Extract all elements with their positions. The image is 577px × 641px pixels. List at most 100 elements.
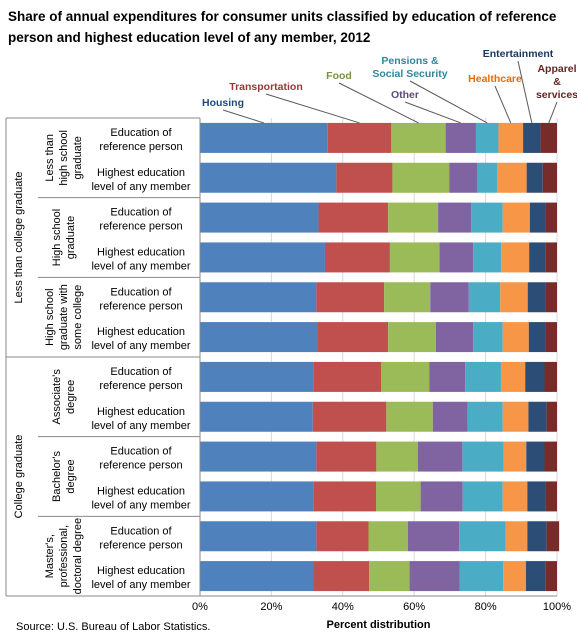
bar-segment-other — [432, 401, 468, 432]
row-label: Education of reference person — [99, 127, 182, 153]
bar-row — [200, 282, 557, 313]
bar-segment-apparel-services — [540, 122, 557, 153]
bar-segment-food — [369, 561, 410, 592]
bar-segment-transportation — [324, 242, 390, 273]
x-tick-label: 20% — [260, 601, 282, 613]
bar-segment-pensions-social-security — [471, 202, 503, 233]
bar-segment-other — [435, 322, 474, 353]
bar-segment-pensions-social-security — [465, 361, 501, 392]
bar-segment-pensions-social-security — [473, 242, 502, 273]
bar-segment-apparel-services — [545, 561, 557, 592]
bar-segment-pensions-social-security — [467, 401, 503, 432]
bar-segment-entertainment — [527, 521, 547, 552]
group-label: Less than high school graduate — [44, 130, 84, 186]
bar-segment-pensions-social-security — [462, 441, 504, 472]
bar-row — [200, 481, 557, 512]
bar-segment-entertainment — [523, 122, 541, 153]
bar-segment-entertainment — [525, 561, 546, 592]
bar-segment-healthcare — [502, 481, 528, 512]
bar-segment-apparel-services — [546, 521, 560, 552]
bar-segment-housing — [200, 242, 325, 273]
bar-segment-housing — [200, 561, 314, 592]
bar-segment-housing — [200, 162, 337, 193]
group-label: High school graduate — [51, 209, 77, 266]
x-tick-label: 80% — [475, 601, 497, 613]
row-label: Education of reference person — [99, 286, 182, 312]
legend-label: Apparel & services — [536, 63, 577, 101]
bar-segment-food — [376, 441, 418, 472]
bar-segment-housing — [200, 481, 314, 512]
x-axis-title: Percent distribution — [327, 619, 431, 631]
outer-group-label: College graduate — [13, 435, 25, 519]
bar-segment-housing — [200, 202, 319, 233]
bar-segment-food — [384, 282, 431, 313]
bar-segment-transportation — [316, 521, 369, 552]
bar-segment-transportation — [313, 561, 370, 592]
bar-segment-transportation — [312, 401, 387, 432]
x-tick-label: 100% — [543, 601, 571, 613]
bar-segment-healthcare — [502, 401, 529, 432]
row-label: Highest education level of any member — [91, 326, 190, 352]
bar-segment-pensions-social-security — [459, 521, 506, 552]
bar-row — [200, 401, 557, 432]
bar-segment-entertainment — [526, 441, 545, 472]
bar-segment-housing — [200, 441, 317, 472]
bar-segment-healthcare — [500, 282, 528, 313]
row-label: Highest education level of any member — [91, 246, 190, 272]
bar-row — [200, 202, 557, 233]
source-note: Source: U.S. Bureau of Labor Statistics. — [16, 621, 211, 633]
bar-segment-other — [445, 122, 476, 153]
bar-segment-apparel-services — [544, 361, 557, 392]
bar-segment-housing — [200, 521, 317, 552]
bar-row — [200, 322, 557, 353]
bar-segment-apparel-services — [545, 282, 557, 313]
bar-row — [200, 441, 557, 472]
legend-leader-line — [404, 101, 461, 124]
bar-segment-housing — [200, 122, 328, 153]
bar-segment-pensions-social-security — [459, 561, 504, 592]
bar-segment-transportation — [336, 162, 393, 193]
bar-segment-healthcare — [505, 521, 528, 552]
bar-segment-healthcare — [502, 202, 530, 233]
row-label: Education of reference person — [99, 525, 182, 551]
bar-segment-food — [389, 242, 440, 273]
bar-segment-food — [392, 162, 450, 193]
bar-row — [200, 521, 560, 552]
bar-row — [200, 162, 557, 193]
bar-segment-housing — [200, 282, 317, 313]
bar-segment-other — [449, 162, 478, 193]
bar-segment-transportation — [327, 122, 392, 153]
bar-segment-other — [438, 202, 472, 233]
bar-segment-entertainment — [527, 481, 546, 512]
bar-segment-other — [439, 242, 474, 273]
group-label: Master's, professional, doctoral degree — [44, 518, 84, 594]
bar-segment-transportation — [313, 481, 377, 512]
bar-segment-pensions-social-security — [473, 322, 503, 353]
bar-segment-apparel-services — [545, 322, 557, 353]
bar-segment-healthcare — [503, 441, 527, 472]
bar-segment-entertainment — [525, 361, 545, 392]
bar-segment-apparel-services — [545, 242, 557, 273]
bar-segment-apparel-services — [545, 481, 557, 512]
bar-segment-food — [380, 361, 430, 392]
bar-segment-entertainment — [528, 401, 547, 432]
bar-segment-transportation — [313, 361, 381, 392]
bar-segment-transportation — [317, 322, 389, 353]
bar-segment-healthcare — [502, 322, 529, 353]
legend-label: Healthcare — [468, 73, 522, 85]
bar-segment-pensions-social-security — [475, 122, 499, 153]
group-label: Associate's degree — [51, 369, 77, 425]
row-label: Education of reference person — [99, 446, 182, 472]
bar-segment-apparel-services — [545, 202, 557, 233]
x-tick-label: 60% — [403, 601, 425, 613]
bar-segment-food — [368, 521, 408, 552]
legend-label: Food — [326, 70, 352, 82]
x-tick-label: 0% — [192, 601, 208, 613]
bar-segment-food — [388, 322, 436, 353]
bar-segment-pensions-social-security — [477, 162, 498, 193]
legend-leader-line — [494, 85, 512, 124]
bar-segment-entertainment — [528, 322, 546, 353]
row-label: Highest education level of any member — [91, 167, 190, 193]
bar-segment-housing — [200, 361, 314, 392]
